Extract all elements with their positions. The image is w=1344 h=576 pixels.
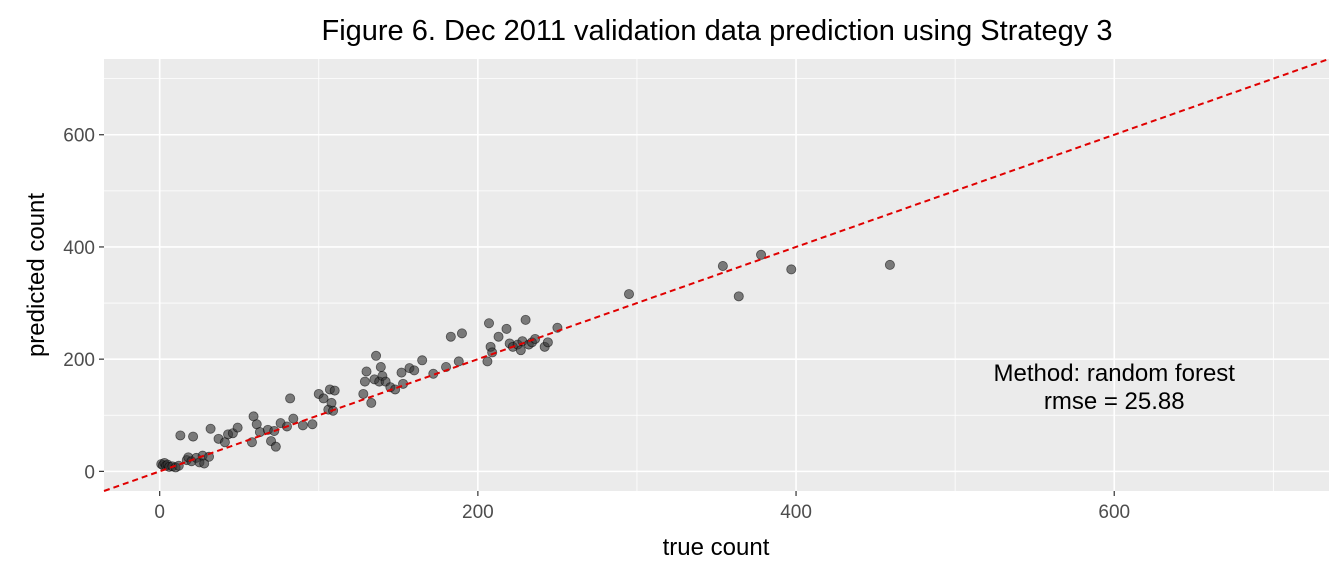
data-point [366, 397, 377, 408]
major-gridlines [104, 59, 1329, 491]
data-point [515, 345, 526, 356]
data-point [884, 259, 895, 270]
data-point [396, 367, 407, 378]
data-point [288, 413, 299, 424]
annotation-rmse: rmse = 25.88 [1044, 388, 1185, 415]
data-point [285, 393, 296, 404]
data-point [487, 347, 498, 358]
data-point [501, 323, 512, 334]
data-point [358, 388, 369, 399]
minor-gridlines [104, 59, 1329, 491]
x-tick-label: 200 [462, 502, 494, 523]
data-point [482, 356, 493, 367]
data-point [733, 291, 744, 302]
data-point [329, 385, 340, 396]
data-point [717, 261, 728, 272]
data-point [542, 337, 553, 348]
data-point [270, 441, 281, 452]
data-point [361, 366, 372, 377]
data-point [297, 420, 308, 431]
data-point [199, 458, 210, 469]
y-axis-label: predicted count [23, 193, 50, 357]
data-point [445, 331, 456, 342]
x-tick-label: 400 [780, 502, 812, 523]
annotation-method: Method: random forest [994, 360, 1236, 387]
y-tick-label: 400 [63, 238, 95, 259]
data-point [205, 423, 216, 434]
data-point [456, 328, 467, 339]
data-point [417, 355, 428, 366]
y-tick-label: 600 [63, 126, 95, 147]
data-point [203, 451, 214, 462]
data-point [232, 422, 243, 433]
x-tick-label: 0 [154, 502, 165, 523]
data-point [530, 333, 541, 344]
reference-line [103, 58, 1330, 492]
x-tick-label: 600 [1098, 502, 1130, 523]
data-point [453, 356, 464, 367]
data-point [318, 393, 329, 404]
chart-title: Figure 6. Dec 2011 validation data predi… [321, 15, 1112, 47]
data-point [624, 289, 635, 300]
y-axis-ticks: 0 200 400 600 [63, 126, 104, 483]
data-point [520, 314, 531, 325]
data-point [307, 419, 318, 430]
data-point [493, 331, 504, 342]
x-axis-label: true count [663, 534, 770, 561]
data-point [375, 362, 386, 373]
data-point [409, 365, 420, 376]
y-tick-label: 0 [84, 462, 95, 483]
data-point [188, 431, 199, 442]
data-point [786, 264, 797, 275]
data-point [483, 318, 494, 329]
y-tick-label: 200 [63, 350, 95, 371]
data-point [371, 350, 382, 361]
data-point [359, 376, 370, 387]
data-point [175, 430, 186, 441]
data-point [756, 249, 767, 260]
data-points [156, 249, 895, 473]
x-axis-ticks: 0 200 400 600 [154, 491, 1130, 523]
